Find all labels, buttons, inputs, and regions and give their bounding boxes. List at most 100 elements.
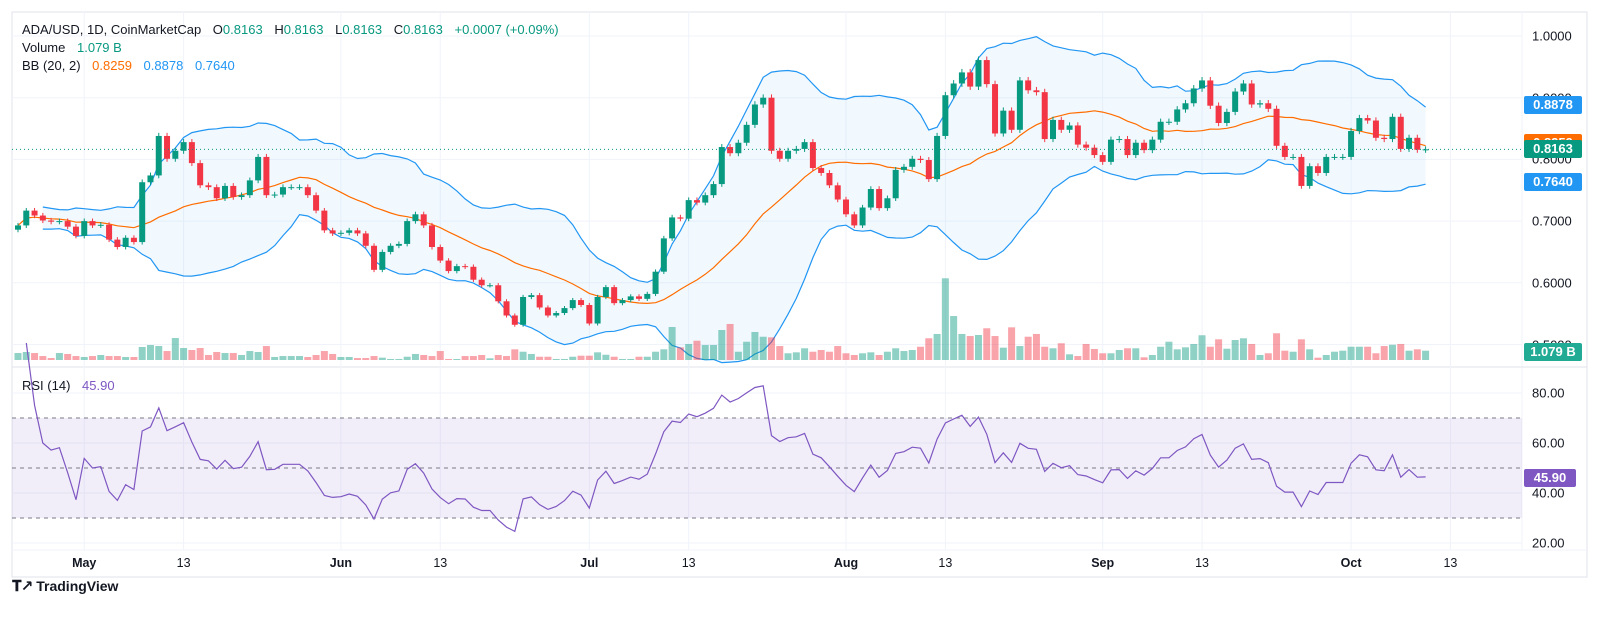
volume-bar — [1157, 346, 1165, 360]
rsi-line — [25, 342, 1426, 533]
rsi-tick-label: 80.00 — [1532, 385, 1565, 401]
volume-bar — [1107, 353, 1115, 360]
candle-body — [528, 295, 535, 297]
volume-bar — [353, 358, 361, 360]
volume-bar — [262, 346, 270, 360]
candle-body — [387, 245, 394, 252]
candle-body — [1008, 110, 1015, 130]
volume-bar — [296, 356, 304, 360]
candle-body — [693, 200, 700, 203]
candle-body — [983, 60, 990, 85]
candle-body — [188, 142, 195, 164]
volume-bar — [966, 336, 974, 360]
bb-lower-badge: 0.7640 — [1524, 172, 1582, 191]
legend-bb[interactable]: BB (20, 2) 0.8259 0.8878 0.7640 — [22, 58, 235, 74]
candle-body — [379, 251, 386, 270]
candle-body — [1273, 108, 1280, 146]
volume-bar — [991, 336, 999, 360]
volume-bar — [784, 353, 792, 360]
candle-body — [1257, 103, 1263, 105]
candle-body — [1033, 90, 1040, 93]
volume-bar — [983, 328, 991, 360]
candle-body — [205, 185, 212, 188]
legend-rsi[interactable]: RSI (14) 45.90 — [22, 378, 115, 394]
volume-bar — [1124, 348, 1132, 360]
volume-bar — [105, 356, 113, 360]
candle-body — [354, 230, 361, 234]
candle-body — [934, 135, 941, 180]
volume-bar — [1074, 356, 1082, 360]
time-tick-label: 13 — [176, 556, 191, 570]
volume-bar — [1140, 357, 1148, 360]
volume-bar — [842, 353, 850, 360]
candle-body — [81, 221, 88, 236]
volume-bar — [14, 353, 22, 360]
candle-body — [594, 296, 601, 324]
last-price-badge: 0.8163 — [1524, 140, 1582, 159]
candle-body — [942, 95, 949, 136]
volume-bar — [618, 358, 626, 360]
volume-bar — [204, 355, 212, 360]
candle-body — [1372, 120, 1379, 138]
rsi-tick-label: 40.00 — [1532, 485, 1565, 501]
volume-bar — [329, 353, 337, 360]
candle-body — [553, 313, 560, 316]
volume-bar — [22, 351, 30, 360]
candle-body — [271, 194, 278, 196]
volume-bar — [445, 358, 453, 360]
candle-body — [685, 200, 692, 219]
candle-body — [884, 198, 891, 209]
candle-body — [1389, 116, 1396, 140]
candle-body — [1124, 139, 1131, 156]
volume-bar — [469, 356, 477, 360]
volume-bar — [254, 351, 262, 360]
candle-body — [404, 221, 411, 244]
candle-body — [975, 60, 982, 87]
candle-body — [1397, 116, 1404, 149]
candle-body — [536, 295, 543, 308]
volume-bar — [503, 356, 511, 360]
candle-body — [801, 142, 808, 149]
candle-body — [429, 225, 435, 248]
candle-body — [222, 185, 228, 199]
volume-bar — [1289, 351, 1297, 360]
candle-body — [1364, 118, 1371, 121]
time-tick-label: Sep — [1091, 556, 1115, 570]
volume-bar — [1331, 351, 1339, 360]
volume-bar — [403, 356, 411, 360]
volume-bar — [31, 353, 39, 360]
candle-body — [925, 160, 932, 180]
candle-body — [1190, 88, 1197, 104]
candle-body — [602, 287, 609, 297]
volume-bar — [122, 356, 130, 360]
time-tick-label: Oct — [1340, 556, 1362, 570]
volume-bar — [1173, 349, 1181, 360]
candle-body — [751, 104, 758, 125]
candle-body — [826, 172, 833, 186]
legend-volume[interactable]: Volume 1.079 B — [22, 40, 122, 56]
candle-body — [1422, 149, 1429, 151]
volume-bar — [867, 352, 875, 360]
candle-body — [1116, 139, 1123, 141]
candle-body — [1406, 137, 1413, 149]
time-tick-label: 13 — [1195, 556, 1209, 570]
candle-body — [1050, 119, 1056, 140]
volume-bar — [635, 356, 643, 360]
candle-body — [636, 296, 642, 299]
candle-body — [859, 207, 866, 226]
candle-body — [395, 243, 402, 246]
candle-body — [172, 150, 179, 159]
symbol-title[interactable]: ADA/USD, 1D, CoinMarketCap — [22, 22, 202, 37]
volume-bar — [213, 351, 221, 360]
volume-bar — [801, 348, 809, 360]
candle-body — [31, 210, 38, 216]
tradingview-logo[interactable]: 𝐓↗ TradingView — [12, 577, 118, 595]
candle-body — [155, 135, 162, 176]
candle-body — [304, 187, 311, 196]
volume-bar — [238, 355, 246, 360]
candle-body — [652, 271, 659, 294]
volume-bar — [1190, 343, 1198, 360]
candle-body — [279, 187, 286, 195]
bb-basis-value: 0.8259 — [92, 58, 132, 73]
